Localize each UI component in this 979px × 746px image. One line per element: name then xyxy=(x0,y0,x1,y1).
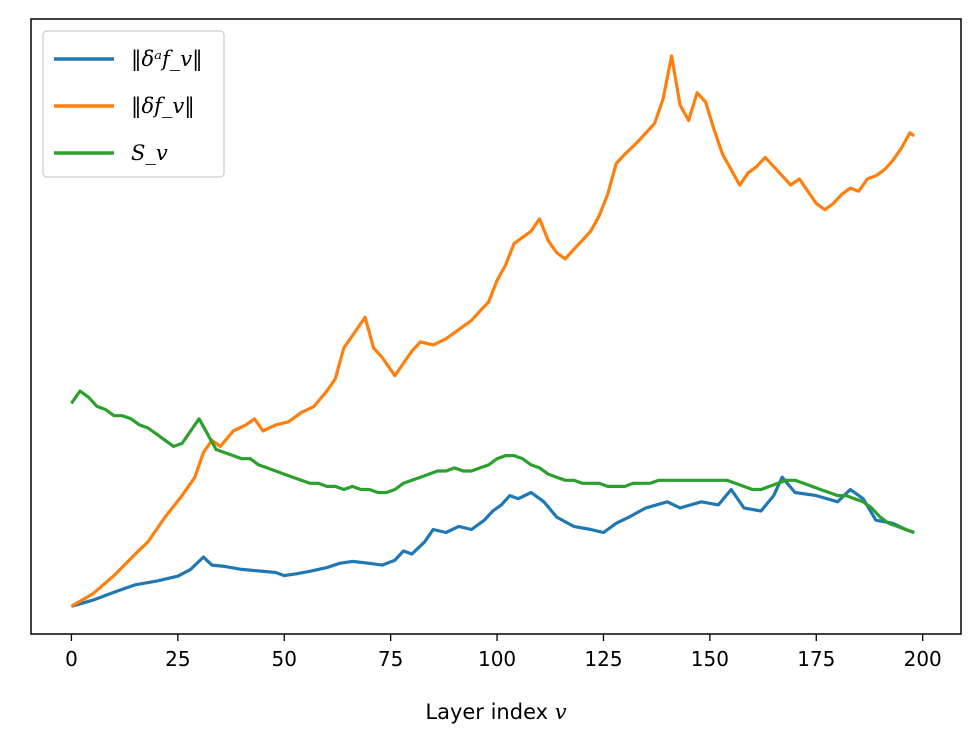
x-tick-label: 175 xyxy=(797,647,835,671)
x-tick-label: 75 xyxy=(378,647,403,671)
x-tick-label: 25 xyxy=(165,647,190,671)
plot-frame xyxy=(30,18,962,635)
legend-entry-label: S_v xyxy=(131,141,168,165)
legend-box xyxy=(42,30,225,178)
x-tick-label: 0 xyxy=(65,647,78,671)
series-line-0 xyxy=(70,475,915,608)
x-tick-label: 125 xyxy=(584,647,622,671)
x-tick-label: 50 xyxy=(272,647,297,671)
series-line-1 xyxy=(70,54,916,608)
plot-area xyxy=(70,54,916,608)
x-tick-label: 200 xyxy=(904,647,942,671)
series-line-2 xyxy=(70,389,915,535)
x-tick-label: 100 xyxy=(478,647,516,671)
legend: ‖δᵃf_v‖ ‖δf_v‖ S_v xyxy=(42,30,225,178)
legend-entry-label: ‖δᵃf_v‖ xyxy=(131,47,203,72)
x-tick-label: 150 xyxy=(691,647,729,671)
x-axis-ticks: 0 25 50 75 100 125 150 175 200 xyxy=(65,634,942,671)
x-axis-label: Layer index v xyxy=(425,700,566,724)
legend-entry-label: ‖δf_v‖ xyxy=(131,94,195,119)
